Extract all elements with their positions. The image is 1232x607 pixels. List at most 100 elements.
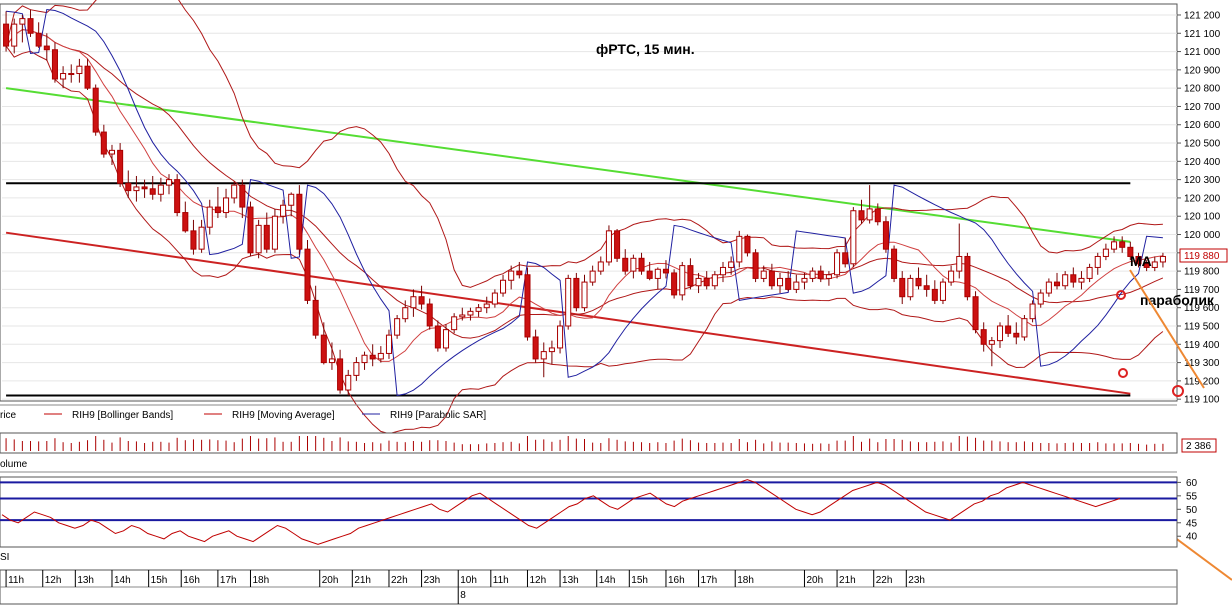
candle-down-body	[320, 334, 327, 364]
candle	[3, 11, 10, 52]
candle	[557, 320, 564, 354]
candle	[548, 340, 555, 365]
candle-up-body	[206, 206, 213, 228]
rsi-levels	[0, 481, 1177, 522]
annotation-parabolic: параболик	[1140, 292, 1215, 308]
candle-up-body	[589, 270, 596, 283]
candle-down-body	[915, 277, 922, 287]
volume-plot-area	[0, 432, 1178, 454]
candle-up-body	[996, 325, 1004, 342]
price-tick-label: 119 800	[1184, 267, 1220, 278]
legend-label: RIH9 [Bollinger Bands]	[72, 410, 173, 421]
candle-up-body	[809, 270, 816, 279]
candle	[646, 261, 653, 281]
candle-up-body	[108, 149, 116, 155]
candle-down-body	[296, 193, 303, 250]
candle	[467, 307, 474, 321]
candle-down-body	[182, 212, 189, 232]
candle-up-body	[1029, 303, 1036, 320]
candle	[500, 274, 507, 297]
candle-down-body	[524, 274, 531, 338]
candle-down-body	[817, 270, 824, 279]
candle-down-body	[1053, 281, 1061, 287]
candle-up-body	[939, 281, 946, 301]
candle	[434, 320, 441, 352]
candle	[907, 274, 914, 301]
candle-down-body	[369, 354, 376, 360]
candle-up-body	[1062, 274, 1069, 287]
candle-up-body	[956, 255, 963, 272]
candle	[198, 219, 205, 253]
candle-up-body	[711, 274, 718, 287]
candle	[223, 188, 230, 219]
candle	[654, 267, 661, 290]
price-tick-label: 121 200	[1184, 10, 1221, 21]
candle	[149, 175, 156, 200]
candle-down-body	[1127, 246, 1134, 257]
legend-item-bollinger: RIH9 [Bollinger Bands]	[44, 410, 173, 421]
candle	[891, 245, 898, 283]
candle-up-body	[402, 307, 409, 320]
candle-up-body	[630, 257, 637, 272]
candle-down-body	[858, 210, 865, 221]
candle	[214, 186, 221, 219]
candle	[1143, 260, 1150, 272]
candle-up-body	[500, 279, 507, 294]
candle	[1102, 243, 1109, 261]
parabolic-sar-line	[6, 8, 1163, 397]
hour-label: 23h	[424, 575, 441, 586]
candle-up-body	[679, 265, 686, 296]
volume-panel: 2 386 olume	[0, 432, 1217, 473]
candle	[565, 274, 572, 330]
candle	[760, 265, 767, 283]
candle-up-body	[288, 193, 295, 206]
candle-up-body	[1159, 255, 1166, 263]
candle	[280, 199, 287, 224]
candle	[589, 265, 596, 286]
candle	[1086, 263, 1093, 283]
candle-down-body	[214, 206, 221, 214]
candle-up-body	[736, 235, 743, 263]
price-tick-label: 119 400	[1184, 340, 1220, 351]
rsi-plot-area	[0, 476, 1178, 548]
candle-down-body	[304, 248, 311, 301]
candle-down-body	[687, 265, 694, 287]
candle	[247, 201, 254, 257]
candle	[834, 249, 841, 279]
price-tick-label: 119 300	[1184, 358, 1220, 369]
candle-up-body	[60, 73, 67, 80]
hour-label: 21h	[354, 575, 371, 586]
candle	[11, 18, 18, 54]
candle-up-body	[410, 296, 417, 309]
candle-up-body	[565, 277, 572, 327]
candle	[988, 336, 995, 367]
legend-label: RIH9 [Moving Average]	[232, 410, 335, 421]
candle	[1013, 322, 1020, 345]
candle	[165, 174, 173, 195]
candle-down-body	[842, 252, 849, 265]
bollinger-upper-line	[5, 0, 1163, 288]
candle-up-body	[948, 270, 955, 283]
candle-down-body	[703, 277, 710, 287]
candle-down-body	[312, 299, 319, 336]
price-tick-label: 120 600	[1184, 120, 1221, 131]
marker-circle	[1172, 385, 1184, 397]
price-tick-label: 120 100	[1184, 212, 1221, 223]
candle-up-body	[231, 184, 238, 199]
candle	[377, 346, 384, 363]
candle	[328, 342, 335, 370]
candle-up-body	[459, 314, 466, 318]
candle	[939, 278, 946, 305]
candle	[92, 84, 99, 136]
candle	[728, 256, 735, 275]
candles	[3, 9, 1166, 396]
rsi-label: SI	[0, 552, 9, 563]
bollinger-lower-line	[5, 45, 1164, 435]
price-tick-label: 121 100	[1184, 29, 1221, 40]
candle-up-body	[345, 374, 352, 391]
candle-up-body	[467, 310, 474, 316]
candle	[1045, 278, 1052, 297]
candle-down-body	[51, 49, 58, 80]
candle-up-body	[223, 197, 230, 214]
hour-ticks: 11h 12h 13h 14h 15h 16h 17h 18h 20h 21h 22h 23h 10h 1…	[5, 570, 925, 587]
